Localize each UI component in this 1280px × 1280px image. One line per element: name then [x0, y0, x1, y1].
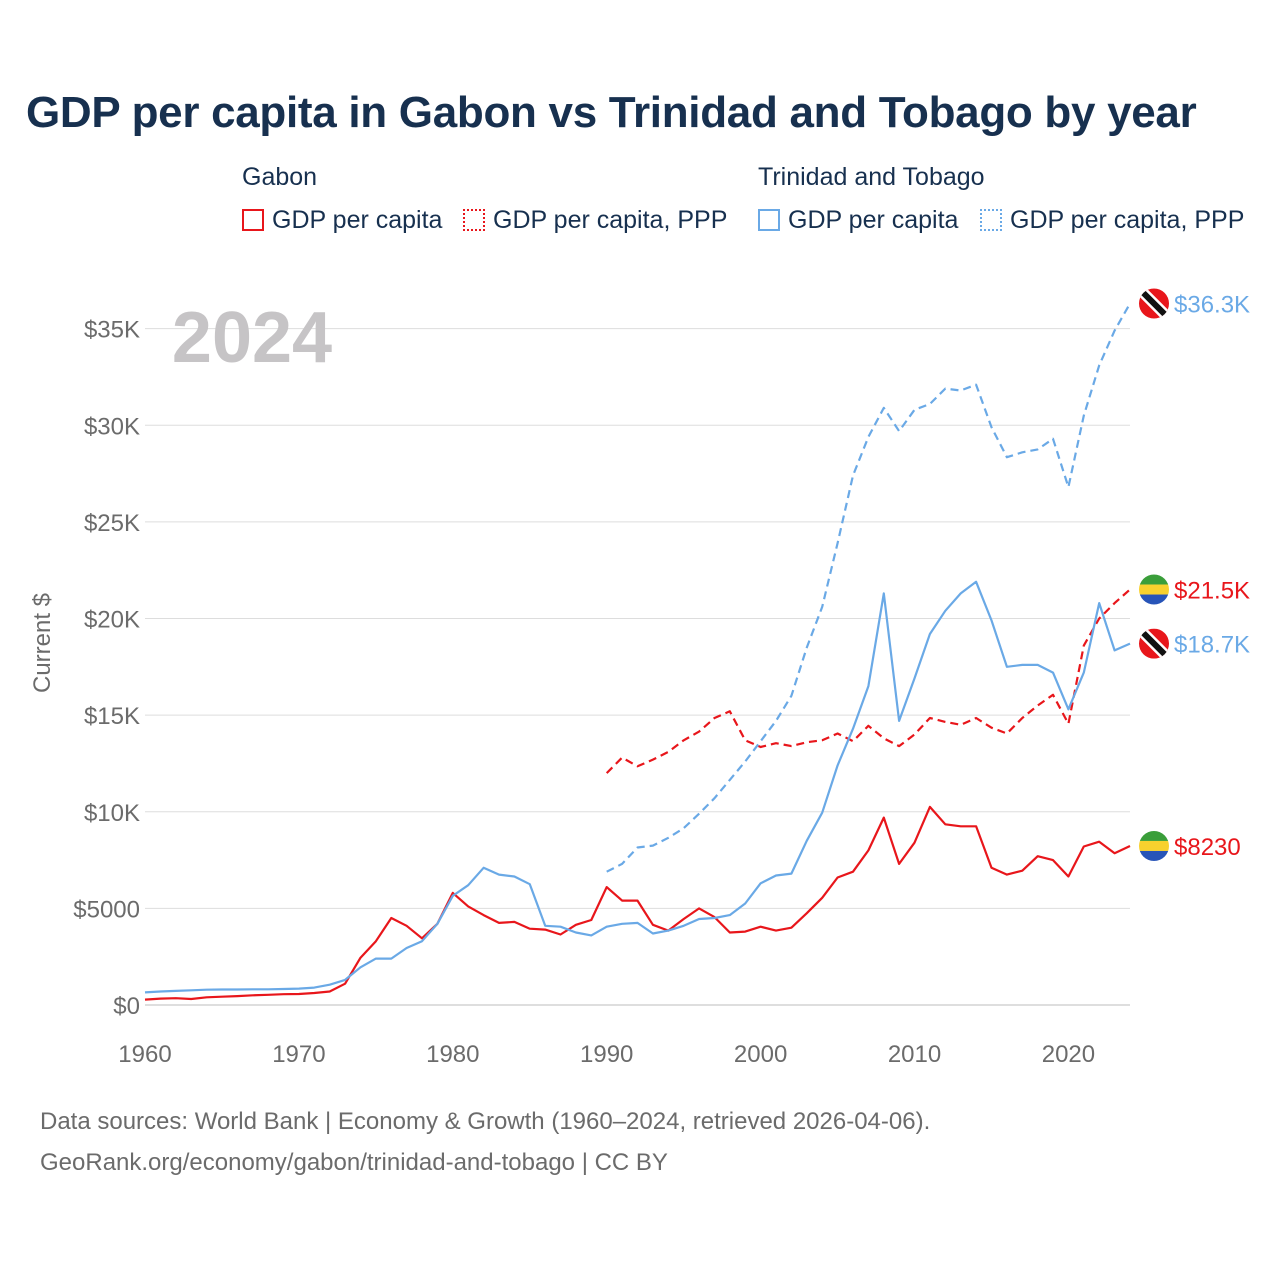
x-axis: 1960 1970 1980 1990 2000 2010 2020 [118, 1041, 1095, 1068]
y-tick-label: $25K [84, 510, 140, 537]
legend-group-gabon: Gabon [242, 163, 318, 191]
series-line-3 [606, 302, 1131, 873]
legend-item-gabon-gdp[interactable]: GDP per capita [242, 204, 442, 236]
end-value-label: $21.5K [1174, 578, 1250, 605]
legend-label: GDP per capita [788, 205, 959, 234]
legend-item-trinidad-gdp-ppp[interactable]: GDP per capita, PPP [980, 204, 1244, 236]
chart-title: GDP per capita in Gabon vs Trinidad and … [26, 88, 1197, 137]
legend-item-gabon-gdp-ppp[interactable]: GDP per capita, PPP [463, 204, 727, 236]
legend-label: GDP per capita, PPP [493, 205, 728, 234]
y-axis: $0 $5000 $10K $15K $20K $25K $30K $35K [73, 317, 140, 1020]
end-value-label: $8230 [1174, 834, 1241, 861]
trinidad-flag-icon [1139, 628, 1169, 659]
footer-sources: Data sources: World Bank | Economy & Gro… [40, 1108, 931, 1135]
gabon-flag-icon [1139, 574, 1169, 605]
x-tick-label: 1990 [580, 1041, 633, 1068]
legend-swatch-solid-blue [758, 209, 780, 231]
legend-swatch-dashed-red [463, 209, 485, 231]
x-tick-label: 1980 [426, 1041, 479, 1068]
legend-swatch-dashed-blue [980, 209, 1002, 231]
legend-group-trinidad: Trinidad and Tobago [758, 163, 985, 191]
y-tick-label: $30K [84, 413, 140, 440]
y-tick-label: $5000 [73, 896, 140, 923]
x-tick-label: 2000 [734, 1041, 787, 1068]
legend-label: GDP per capita [272, 205, 443, 234]
x-tick-label: 1960 [118, 1041, 171, 1068]
y-tick-label: $0 [113, 993, 140, 1020]
year-watermark: 2024 [172, 298, 332, 378]
y-axis-title: Current $ [29, 593, 56, 693]
gridlines [145, 328, 1130, 1006]
series-lines [144, 302, 1131, 1001]
series-line-1 [605, 588, 1131, 774]
y-tick-label: $10K [84, 800, 140, 827]
x-tick-label: 2010 [888, 1041, 941, 1068]
x-tick-label: 1970 [272, 1041, 325, 1068]
legend-swatch-solid-red [242, 209, 264, 231]
series-line-2 [144, 580, 1131, 994]
gabon-flag-icon [1139, 830, 1169, 861]
legend-item-trinidad-gdp[interactable]: GDP per capita [758, 204, 958, 236]
y-tick-label: $35K [84, 317, 140, 344]
y-tick-label: $15K [84, 703, 140, 730]
trinidad-flag-icon [1139, 288, 1169, 319]
end-labels: $8230 $21.5K $18.7K $36.3K [1139, 288, 1250, 861]
x-tick-label: 2020 [1042, 1041, 1095, 1068]
footer-attribution: GeoRank.org/economy/gabon/trinidad-and-t… [40, 1149, 668, 1176]
end-value-label: $18.7K [1174, 632, 1250, 659]
end-value-label: $36.3K [1174, 292, 1250, 319]
y-tick-label: $20K [84, 607, 140, 634]
series-line-0 [144, 805, 1131, 1001]
legend-label: GDP per capita, PPP [1010, 205, 1245, 234]
